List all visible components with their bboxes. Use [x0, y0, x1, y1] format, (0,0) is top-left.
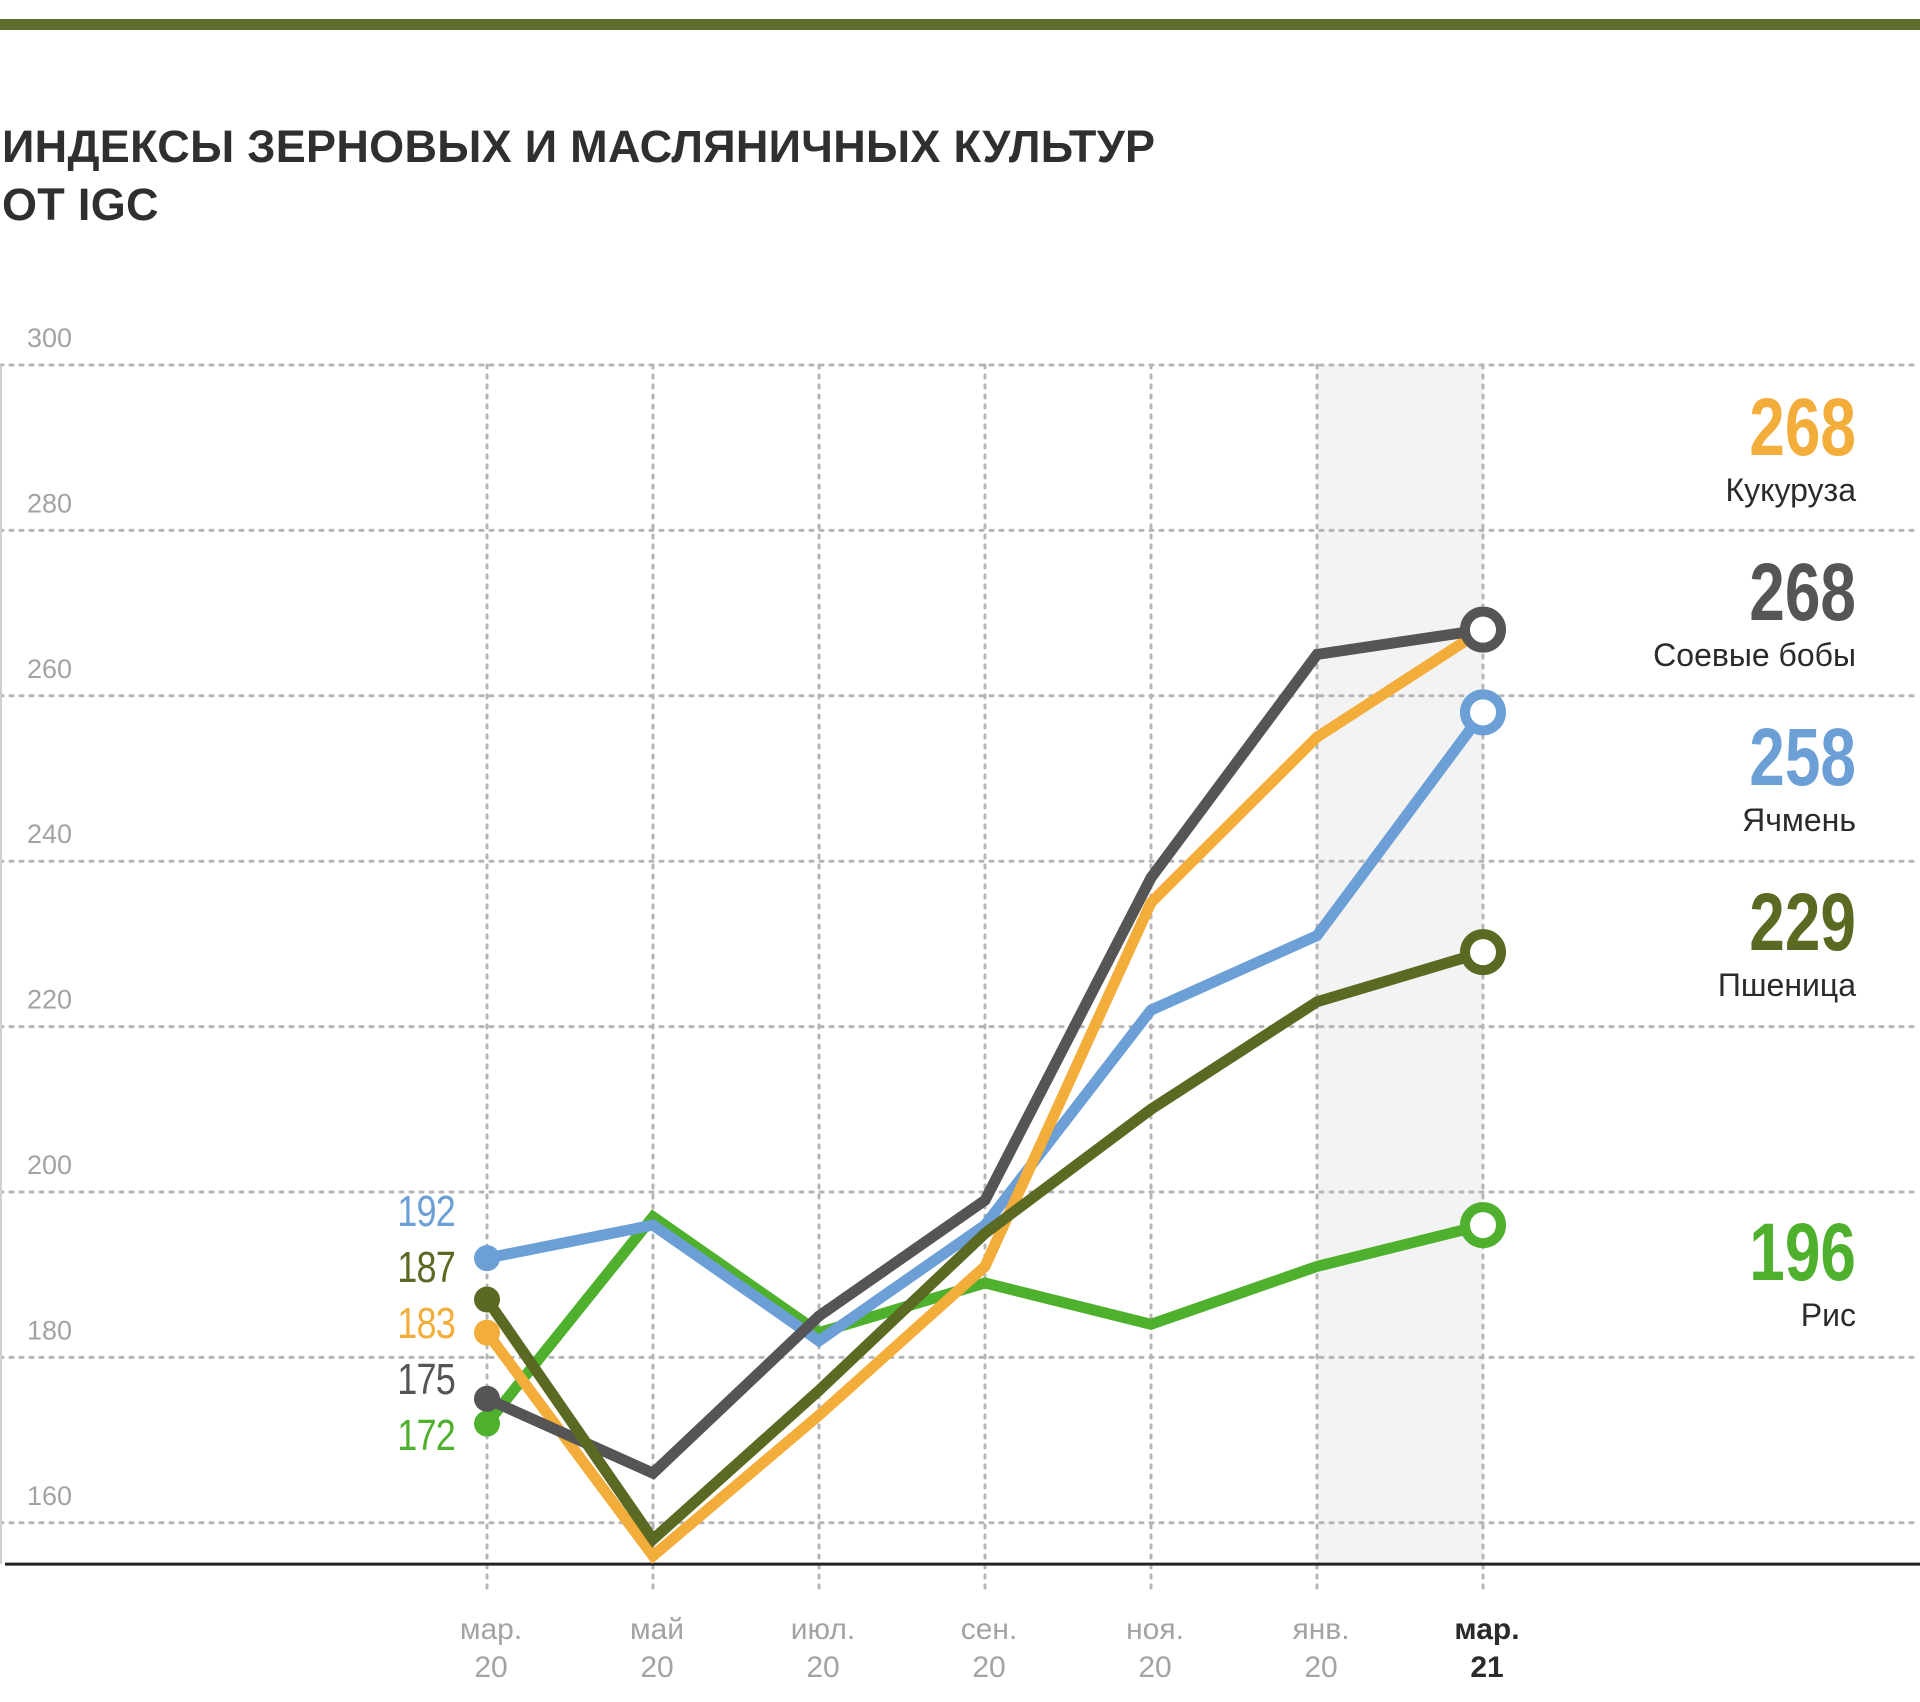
y-tick-label-180: 180 — [27, 1315, 72, 1345]
x-tick-label-year-2: 20 — [806, 1651, 839, 1684]
x-tick-label-year-1: 20 — [640, 1651, 673, 1684]
chart-title-line-2: ОТ IGC — [2, 179, 159, 230]
series-start-point-Соевые бобы — [474, 1385, 500, 1412]
series-line-Ячмень — [485, 709, 1488, 1348]
top-rule — [0, 19, 1920, 30]
end-value-label-Ячмень: 258 — [1749, 710, 1856, 803]
start-value-label-Рис: 172 — [397, 1411, 455, 1460]
end-value-label-Рис: 196 — [1749, 1205, 1856, 1298]
chart-title-line-1: ИНДЕКСЫ ЗЕРНОВЫХ И МАСЛЯНИЧНЫХ КУЛЬТУР — [2, 121, 1156, 172]
end-value-label-Пшеница: 229 — [1749, 875, 1856, 968]
y-tick-label-160: 160 — [27, 1481, 72, 1511]
series-name-label-Ячмень: Ячмень — [1742, 802, 1856, 838]
series-line-Пшеница — [482, 946, 1485, 1548]
y-tick-label-260: 260 — [27, 654, 72, 684]
start-value-label-Пшеница: 187 — [397, 1243, 455, 1292]
series-start-point-Рис — [474, 1410, 500, 1437]
x-tick-label-year-6: 21 — [1470, 1651, 1503, 1684]
y-tick-label-300: 300 — [27, 323, 72, 353]
x-tick-label-month-0: мар. — [460, 1613, 522, 1646]
x-tick-label-year-4: 20 — [1138, 1651, 1171, 1684]
x-tick-label-year-0: 20 — [474, 1651, 507, 1684]
series-start-point-Пшеница — [474, 1286, 500, 1313]
series-name-label-Пшеница: Пшеница — [1718, 967, 1856, 1003]
x-tick-label-month-2: июл. — [791, 1613, 855, 1646]
y-tick-label-240: 240 — [27, 819, 72, 849]
x-tick-label-month-4: ноя. — [1126, 1613, 1184, 1646]
y-tick-label-280: 280 — [27, 488, 72, 518]
x-tick-label-year-3: 20 — [972, 1651, 1005, 1684]
series-end-point-Соевые бобы — [1460, 606, 1506, 653]
y-tick-label-220: 220 — [27, 985, 72, 1015]
x-tick-label-year-5: 20 — [1304, 1651, 1337, 1684]
series-end-point-Ячмень — [1460, 689, 1506, 736]
series-name-label-Кукуруза: Кукуруза — [1725, 472, 1856, 508]
series-end-point-Пшеница — [1460, 929, 1506, 976]
end-value-label-Кукуруза: 268 — [1749, 380, 1856, 473]
start-value-label-Ячмень: 192 — [397, 1187, 455, 1236]
x-tick-label-month-5: янв. — [1292, 1613, 1349, 1646]
series-line-Кукуруза — [482, 625, 1486, 1564]
chart-title: ИНДЕКСЫ ЗЕРНОВЫХ И МАСЛЯНИЧНЫХ КУЛЬТУР О… — [2, 118, 1155, 234]
y-tick-label-200: 200 — [27, 1150, 72, 1180]
series-name-label-Рис: Рис — [1801, 1297, 1856, 1333]
x-tick-label-month-3: сен. — [961, 1613, 1018, 1646]
start-value-label-Соевые бобы: 175 — [397, 1355, 455, 1404]
series-end-point-Рис — [1460, 1202, 1506, 1249]
axis-layer: 300 280 260 240 220 200 180 160 мар. 20 май 20 июл. 2… — [0, 323, 1920, 1684]
series-line-Рис — [482, 1209, 1485, 1428]
x-tick-label-month-6: мар. — [1454, 1613, 1519, 1646]
series-start-point-Ячмень — [474, 1245, 500, 1272]
end-value-label-Соевые бобы: 268 — [1749, 545, 1856, 638]
start-value-label-Кукуруза: 183 — [397, 1299, 455, 1348]
x-tick-label-month-1: май — [630, 1613, 684, 1646]
grid-layer — [0, 363, 1920, 1590]
series-name-label-Соевые бобы: Соевые бобы — [1653, 637, 1856, 673]
series-start-point-Кукуруза — [474, 1319, 500, 1346]
series-line-Соевые бобы — [484, 624, 1484, 1480]
series-layer — [474, 606, 1506, 1564]
